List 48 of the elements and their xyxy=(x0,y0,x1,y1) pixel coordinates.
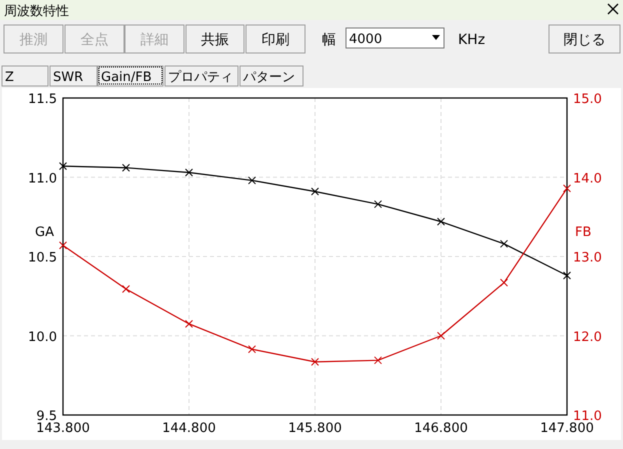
text: パターン xyxy=(242,70,295,85)
point xyxy=(185,168,193,176)
point xyxy=(437,332,445,340)
text: 4000 xyxy=(349,32,382,47)
point xyxy=(185,320,193,328)
point xyxy=(248,345,256,354)
text: 推測 xyxy=(20,32,48,48)
text: 閉じる xyxy=(564,32,606,48)
text: Z xyxy=(5,70,14,85)
x-tick-label: 145.800 xyxy=(288,421,342,436)
point xyxy=(500,240,508,248)
y-tick-label: 11.0 xyxy=(28,171,57,186)
y2-tick-label: 15.0 xyxy=(573,92,602,107)
text: 全点 xyxy=(80,32,108,48)
text: 印刷 xyxy=(262,32,290,48)
y2-axis-title: FB xyxy=(575,225,592,240)
point xyxy=(374,200,382,208)
y-tick-label: 10.5 xyxy=(28,250,57,266)
point xyxy=(437,218,445,226)
y2-tick-label: 13.0 xyxy=(573,250,602,266)
text: 幅 xyxy=(322,32,336,48)
point xyxy=(563,272,571,280)
point xyxy=(122,284,130,293)
x-tick-label: 146.800 xyxy=(414,421,468,436)
text: プロパティ xyxy=(168,70,233,85)
point xyxy=(248,176,256,184)
text: Gain/FB xyxy=(101,70,152,85)
point xyxy=(311,188,319,196)
text: KHz xyxy=(458,32,486,48)
y-tick-label: 10.0 xyxy=(28,330,57,345)
y2-tick-label: 14.0 xyxy=(573,171,602,186)
point xyxy=(59,241,67,250)
x-tick-label: 144.800 xyxy=(162,421,216,436)
text: SWR xyxy=(53,70,84,85)
point xyxy=(563,184,571,192)
x-tick-label: 143.800 xyxy=(36,421,90,436)
text: 共振 xyxy=(201,32,229,48)
x-tick-label: 147.800 xyxy=(540,421,594,436)
y2-tick-label: 12.0 xyxy=(573,330,602,345)
y-axis-title: GA xyxy=(35,225,54,240)
point xyxy=(500,278,508,287)
point xyxy=(374,356,382,364)
chart-title: 周波数特性 xyxy=(4,4,69,19)
point xyxy=(59,162,67,170)
point xyxy=(311,358,319,366)
text: 詳細 xyxy=(140,32,168,48)
y-tick-label: 11.5 xyxy=(28,92,57,107)
point xyxy=(122,164,130,172)
